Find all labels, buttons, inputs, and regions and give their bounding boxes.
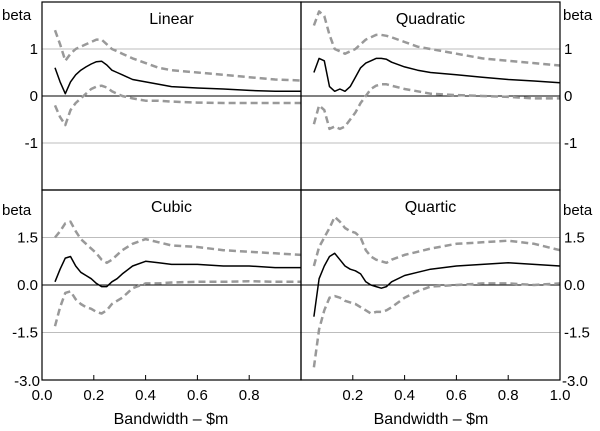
quartic-x-tick-label: 0.4 xyxy=(394,387,415,404)
cubic-y-tick-label-min: -3.0 xyxy=(14,373,40,390)
quartic-y-tick-label: 0.0 xyxy=(564,277,585,294)
quartic-upper-line xyxy=(312,215,561,267)
quadratic-y-tick-label: 1 xyxy=(564,41,572,58)
linear-y-tick-label: 1 xyxy=(30,41,38,58)
quartic-y-tick-label-min: -3.0 xyxy=(562,373,588,390)
cubic-upper-line xyxy=(54,220,302,265)
cubic-y-tick-label: -1.5 xyxy=(12,325,38,342)
linear-upper-line xyxy=(53,29,302,82)
quartic-x-tick-label: 0.2 xyxy=(342,387,363,404)
y-axis-label-right-bottom: beta xyxy=(563,202,593,219)
quadratic-upper-line xyxy=(312,10,561,67)
quartic-y-tick-label: -1.5 xyxy=(564,325,590,342)
cubic-panel-title: Cubic xyxy=(151,199,192,216)
quartic-y-tick-label: 1.5 xyxy=(564,230,585,247)
cubic-title-background xyxy=(145,198,198,217)
cubic-x-tick-label: 0.8 xyxy=(239,387,260,404)
quadratic-estimate-line xyxy=(313,57,561,93)
quadratic-y-tick-label: 0 xyxy=(564,88,572,105)
quadratic-y-tick-label: -1 xyxy=(564,135,577,152)
linear-y-tick-label: -1 xyxy=(25,135,38,152)
x-axis-label-left: Bandwidth – $m xyxy=(114,411,229,428)
cubic-x-tick-label: 0.4 xyxy=(135,387,156,404)
quartic-x-tick-label: 1.0 xyxy=(550,387,571,404)
cubic-x-tick-label: 0.0 xyxy=(32,387,53,404)
cubic-y-tick-label: 0.0 xyxy=(17,277,38,294)
linear-estimate-line xyxy=(54,60,301,95)
linear-lower-line xyxy=(53,84,301,127)
quadratic-panel-title: Quadratic xyxy=(396,11,465,28)
quadratic-lower-line xyxy=(312,83,560,131)
quadratic-title-background xyxy=(389,10,472,29)
linear-panel-title: Linear xyxy=(149,11,194,28)
cubic-x-tick-label: 0.2 xyxy=(83,387,104,404)
quartic-panel-title: Quartic xyxy=(405,199,457,216)
y-axis-label-right-top: beta xyxy=(563,7,593,24)
y-axis-label-left-bottom: beta xyxy=(2,202,32,219)
linear-y-tick-label: 0 xyxy=(30,88,38,105)
cubic-estimate-line xyxy=(54,255,301,288)
quartic-estimate-line xyxy=(313,252,561,317)
quartic-title-background xyxy=(398,198,463,217)
quartic-panel-frame xyxy=(300,189,561,381)
cubic-y-tick-label: 1.5 xyxy=(17,230,38,247)
quartic-x-tick-label: 0.8 xyxy=(498,387,519,404)
quartic-lower-line xyxy=(312,282,561,368)
cubic-x-tick-label: 0.6 xyxy=(187,387,208,404)
y-axis-label-left-top: beta xyxy=(2,7,32,24)
x-axis-label-right: Bandwidth – $m xyxy=(374,411,489,428)
linear-title-background xyxy=(143,10,201,29)
cubic-lower-line xyxy=(53,279,301,327)
quartic-x-tick-label: 0.6 xyxy=(446,387,467,404)
